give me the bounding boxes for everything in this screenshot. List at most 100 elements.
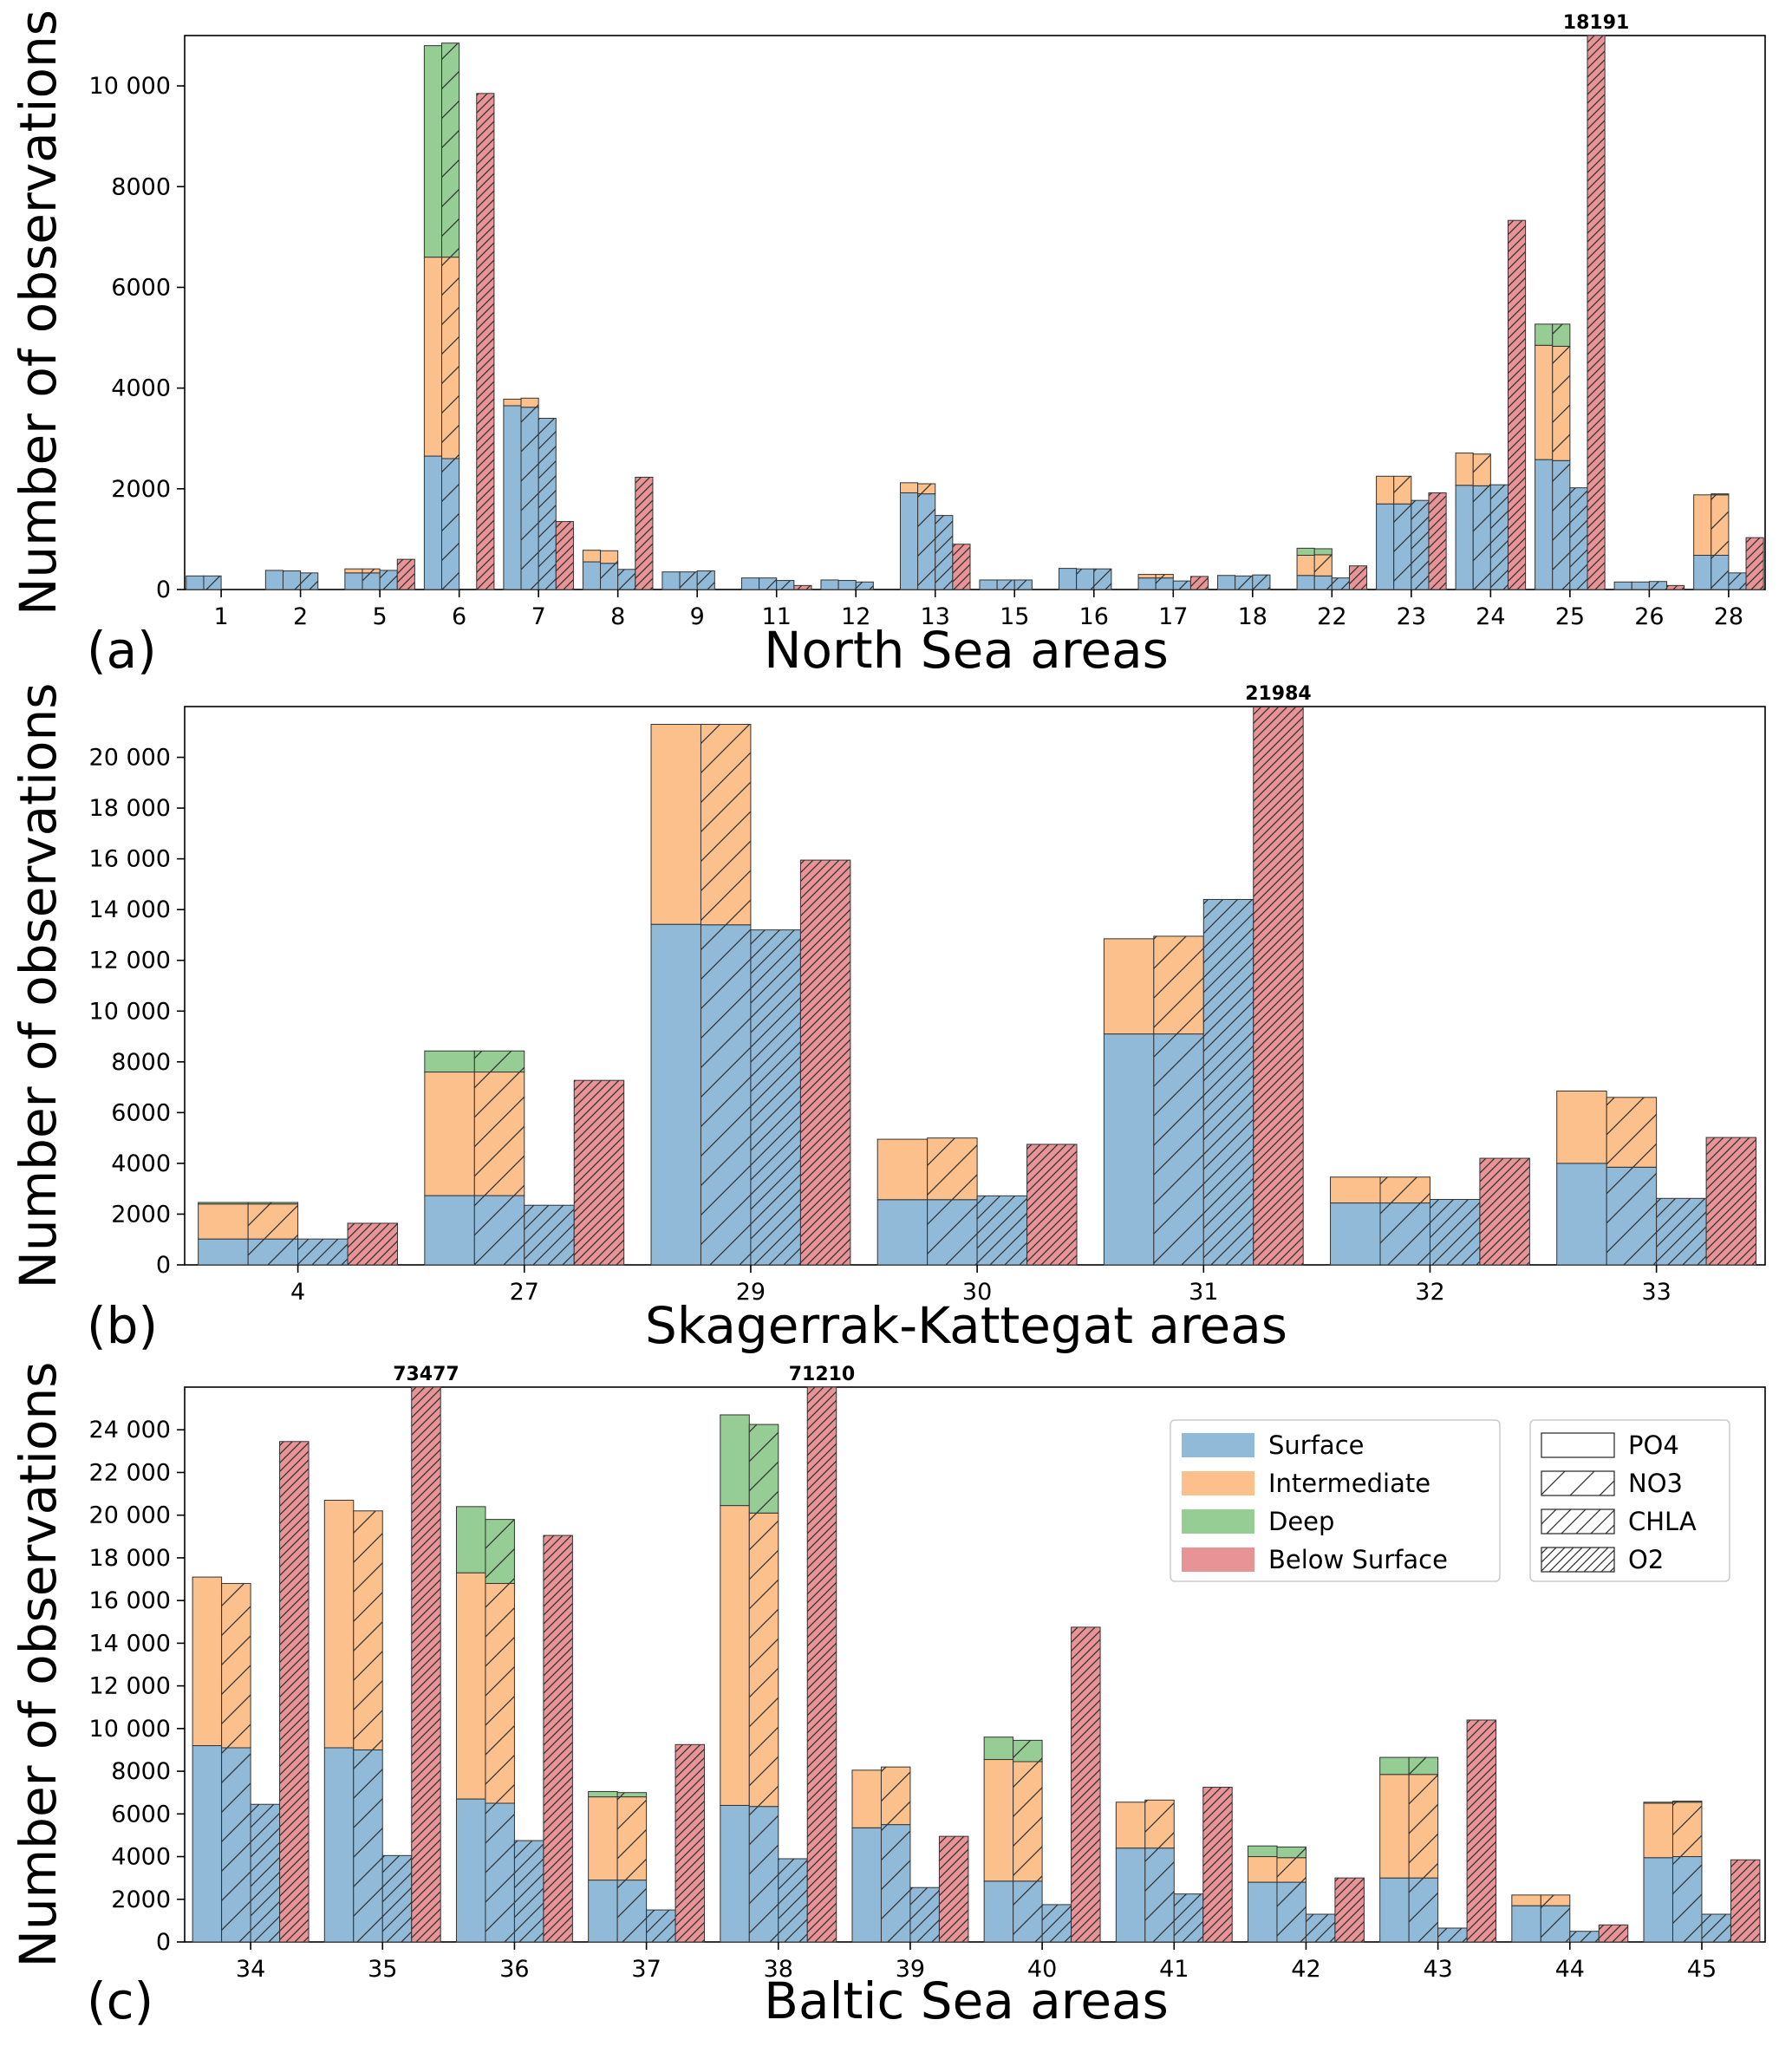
bar-hatch-chla-area-7 [538,418,557,590]
bar-hatch-no3-area-4 [248,1239,298,1265]
y-tick-label: 14 000 [89,1630,171,1657]
bar-hatch-o2-area-31 [1253,707,1304,1265]
bar-hatch-no3-area-44 [1541,1906,1570,1942]
y-tick-label: 4000 [111,1844,171,1871]
x-tick-label: 44 [1555,1956,1585,1983]
bar-hatch-no3-area-23 [1393,476,1411,505]
bar-hatch-chla-area-8 [617,569,635,590]
legend-label-below-surface: Below Surface [1268,1545,1448,1574]
bar-hatch-chla-area-30 [977,1196,1027,1265]
x-tick-label: 36 [499,1956,529,1983]
bar-hatch-no3-area-25 [1552,323,1570,347]
bar-hatch-no3-area-22 [1314,554,1333,577]
bar-surface-po4-area-2 [264,570,283,590]
bar-hatch-no3-area-6 [441,42,459,257]
bar-deep-po4-area-38 [720,1414,750,1507]
bar-hatch-no3-area-40 [1013,1762,1043,1881]
bar-intermediate-po4-area-38 [720,1505,750,1806]
bar-hatch-o2-area-28 [1746,538,1764,590]
bar-hatch-no3-area-31 [1153,935,1204,1034]
bar-hatch-no3-area-38 [749,1424,779,1514]
bar-hatch-o2-area-39 [939,1836,968,1942]
x-tick-label: 23 [1397,603,1426,630]
x-tick-label: 29 [736,1279,766,1306]
y-tick-label: 18 000 [89,1545,171,1572]
x-tick-label: 24 [1476,603,1505,630]
bar-surface-po4-area-37 [588,1880,618,1943]
x-tick-label: 33 [1641,1279,1671,1306]
bar-hatch-chla-area-27 [524,1205,575,1265]
bar-hatch-no3-area-17 [1156,577,1174,590]
bar-hatch-chla-area-24 [1490,485,1509,590]
bar-hatch-no3-area-36 [485,1803,515,1942]
bar-hatch-o2-area-6 [476,93,494,590]
bar-hatch-no3-area-30 [927,1137,978,1200]
bar-hatch-no3-area-39 [881,1824,910,1942]
bar-hatch-chla-area-44 [1569,1931,1600,1942]
x-tick-label: 45 [1687,1956,1717,1983]
bar-hatch-no3-area-28 [1711,555,1729,590]
bar-hatch-o2-area-8 [635,477,653,590]
bar-hatch-o2-area-7 [556,521,574,590]
y-tick-label: 22 000 [89,1459,171,1486]
y-tick-label: 4000 [111,1150,171,1177]
bar-hatch-chla-area-23 [1411,500,1429,590]
bar-surface-po4-area-6 [423,455,443,590]
bar-intermediate-po4-area-5 [344,568,363,574]
bar-hatch-o2-area-22 [1349,565,1367,590]
bar-hatch-o2-area-29 [800,860,850,1265]
bar-hatch-chla-area-25 [1569,487,1588,590]
y-tick-label: 0 [156,577,171,603]
bar-hatch-no3-area-37 [617,1880,647,1942]
x-tick-label: 6 [452,603,466,630]
bar-hatch-chla-area-45 [1701,1914,1731,1942]
bar-surface-po4-area-9 [661,571,681,590]
legend-swatch-below-surface [1182,1548,1254,1572]
legend-swatch-po4 [1541,1432,1615,1458]
bar-surface-po4-area-38 [720,1804,750,1943]
x-tick-label: 12 [841,603,870,630]
bar-hatch-no3-area-32 [1380,1202,1430,1265]
bar-surface-po4-area-33 [1556,1163,1607,1266]
bar-hatch-o2-area-25 [1587,36,1606,590]
bar-hatch-no3-area-27 [474,1196,525,1265]
bar-hatch-chla-area-22 [1332,577,1350,590]
bar-intermediate-po4-area-40 [983,1759,1014,1882]
bar-intermediate-po4-area-34 [192,1576,223,1747]
bar-hatch-chla-area-36 [514,1841,544,1942]
bar-hatch-o2-area-42 [1334,1878,1365,1942]
bar-hatch-no3-area-22 [1314,548,1333,555]
bar-hatch-o2-area-11 [793,585,811,590]
bar-hatch-no3-area-45 [1672,1802,1702,1857]
bar-surface-po4-area-39 [851,1827,882,1943]
bar-hatch-o2-area-43 [1467,1720,1496,1942]
bar-surface-po4-area-17 [1137,577,1157,590]
bar-hatch-chla-area-41 [1174,1893,1203,1942]
bar-surface-po4-area-42 [1247,1881,1278,1943]
bar-hatch-no3-area-39 [881,1767,910,1825]
bar-surface-po4-area-8 [582,561,602,590]
x-tick-label: 16 [1079,603,1109,630]
y-tick-label: 20 000 [89,1502,171,1529]
plot-frame [184,35,1766,590]
bar-hatch-no3-area-41 [1144,1800,1175,1848]
y-tick-label: 12 000 [89,1673,171,1700]
bar-hatch-o2-area-26 [1666,585,1684,590]
bar-deep-po4-area-37 [588,1790,618,1798]
bar-hatch-o2-area-33 [1706,1137,1756,1265]
bar-surface-po4-area-30 [876,1199,929,1266]
bar-surface-po4-area-28 [1693,554,1712,590]
overflow-value-label: 71210 [789,1364,856,1385]
x-tick-label: 27 [510,1279,539,1306]
x-tick-label: 22 [1317,603,1346,630]
bar-hatch-chla-area-9 [697,570,715,590]
bar-hatch-no3-area-28 [1711,493,1729,495]
bar-hatch-no3-area-6 [441,257,459,459]
bar-hatch-no3-area-42 [1276,1847,1307,1858]
bar-deep-po4-area-4 [198,1202,249,1205]
y-tick-label: 10 000 [89,998,171,1025]
y-tick-label: 6000 [111,1801,171,1828]
bar-deep-po4-area-36 [455,1506,486,1574]
bar-intermediate-po4-area-7 [503,398,522,407]
